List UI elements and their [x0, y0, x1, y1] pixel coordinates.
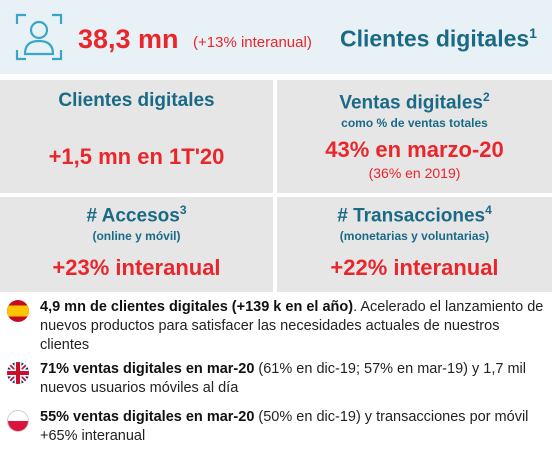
kpi-title-text: # Accesos	[86, 205, 180, 227]
bullet-text: 4,9 mn de clientes digitales (+139 k en …	[40, 298, 545, 355]
header-banner: 38,3 mn (+13% interanual) Clientes digit…	[0, 0, 552, 74]
grid-divider-vertical	[273, 80, 277, 292]
bullet-text: 71% ventas digitales en mar-20 (61% en d…	[40, 360, 545, 398]
kpi-title-text: # Transacciones	[337, 205, 486, 227]
header-label-text: Clientes digitales	[340, 25, 530, 52]
bullet-body: (50% en dic-19) y transacciones por móvi…	[40, 409, 529, 444]
kpi-value: +23% interanual	[52, 255, 221, 281]
kpi-cell-accesses: # Accesos3 (online y móvil) +23% interan…	[0, 203, 273, 281]
kpi-cell-digital-sales: Ventas digitales2 como % de ventas total…	[277, 90, 552, 181]
bullet-highlight: 4,9 mn de clientes digitales (+139 k en …	[40, 299, 354, 315]
kpi-title: # Accesos3	[0, 203, 273, 227]
kpi-title: Clientes digitales	[58, 90, 215, 111]
kpi-value: +1,5 mn en 1T'20	[48, 144, 225, 169]
digital-clients-change: (+13% interanual)	[193, 34, 312, 51]
kpi-subtitle: (online y móvil)	[92, 229, 181, 244]
digital-clients-total: 38,3 mn	[78, 24, 179, 54]
header-label: Clientes digitales1	[340, 25, 537, 53]
kpi-note: (36% en 2019)	[368, 165, 461, 182]
header-label-footnote: 1	[529, 25, 537, 41]
kpi-value: 43% en marzo-20	[325, 137, 504, 163]
user-profile-icon	[15, 13, 63, 61]
bullet-body: (61% en dic-19; 57% en mar-19) y 1,7 mil…	[40, 361, 526, 396]
kpi-title: # Transacciones4	[277, 203, 552, 227]
kpi-cell-digital-clients: Clientes digitales +1,5 mn en 1T'20	[0, 90, 273, 170]
kpi-subtitle: como % de ventas totales	[341, 116, 488, 131]
kpi-value: +22% interanual	[330, 255, 499, 281]
grid-divider-horizontal	[0, 193, 552, 197]
bullet-highlight: 71% ventas digitales en mar-20	[40, 361, 255, 377]
kpi-title: Ventas digitales2	[277, 90, 552, 114]
kpi-title-footnote: 2	[482, 90, 490, 104]
kpi-title-footnote: 3	[179, 203, 187, 217]
spain-flag-icon	[7, 300, 29, 322]
bullet-text: 55% ventas digitales en mar-20 (50% en d…	[40, 408, 545, 446]
bullet-highlight: 55% ventas digitales en mar-20	[40, 409, 255, 425]
poland-flag-icon	[7, 410, 29, 432]
bullet-body: . Acelerado el lanzamiento de nuevos pro…	[40, 299, 544, 353]
uk-flag-icon	[7, 362, 29, 384]
kpi-cell-transactions: # Transacciones4 (monetarias y voluntari…	[277, 203, 552, 281]
kpi-title-footnote: 4	[485, 203, 492, 217]
kpi-title-text: Ventas digitales	[339, 92, 483, 114]
kpi-subtitle: (monetarias y voluntarias)	[339, 229, 490, 244]
